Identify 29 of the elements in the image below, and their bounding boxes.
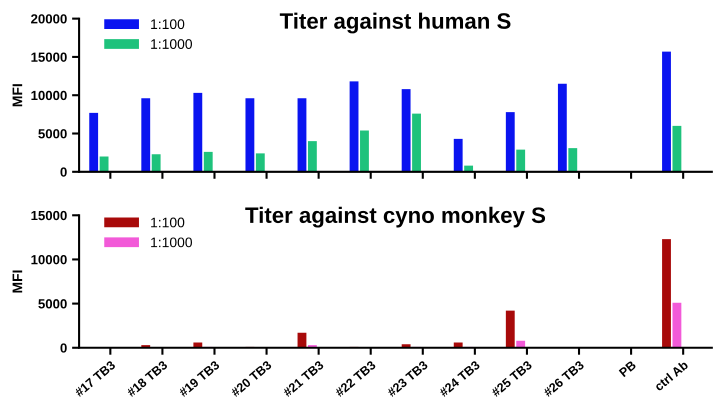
y-axis-title: MFI <box>12 84 22 106</box>
legend-label: 1:1000 <box>151 39 192 49</box>
y-tick-label: 15000 <box>31 210 67 220</box>
y-tick-label: 5000 <box>38 129 67 138</box>
y-tick-label: 15000 <box>31 52 67 62</box>
x-tick-label: #21 TB3 <box>282 360 324 398</box>
x-tick-label: #24 TB3 <box>438 360 480 398</box>
chart-title: Titer against cyno monkey S <box>245 206 546 228</box>
legend-label: 1:100 <box>151 19 184 30</box>
y-tick-label: 0 <box>60 343 67 353</box>
x-tick-label: #26 TB3 <box>542 360 585 398</box>
x-tick-label: #18 TB3 <box>126 360 168 398</box>
y-axis-title: MFI <box>12 270 22 293</box>
x-tick-label: #20 TB3 <box>230 360 272 398</box>
legend-label: 1:1000 <box>151 237 192 248</box>
x-tick-label: #19 TB3 <box>178 360 220 398</box>
x-tick-label: ctrl Ab <box>654 360 689 392</box>
x-tick-label: #22 TB3 <box>334 360 376 398</box>
x-tick-label: #23 TB3 <box>386 360 428 398</box>
y-tick-label: 5000 <box>38 299 67 309</box>
x-tick-label: #25 TB3 <box>490 360 533 398</box>
y-tick-label: 10000 <box>31 255 67 264</box>
y-tick-label: 0 <box>60 167 67 177</box>
y-tick-label: 10000 <box>31 90 67 100</box>
x-tick-label: PB <box>618 360 636 378</box>
legend-label: 1:100 <box>151 218 184 228</box>
y-tick-label: 20000 <box>31 14 67 24</box>
chart-title: Titer against human S <box>280 12 510 34</box>
x-tick-label: #17 TB3 <box>74 360 116 398</box>
